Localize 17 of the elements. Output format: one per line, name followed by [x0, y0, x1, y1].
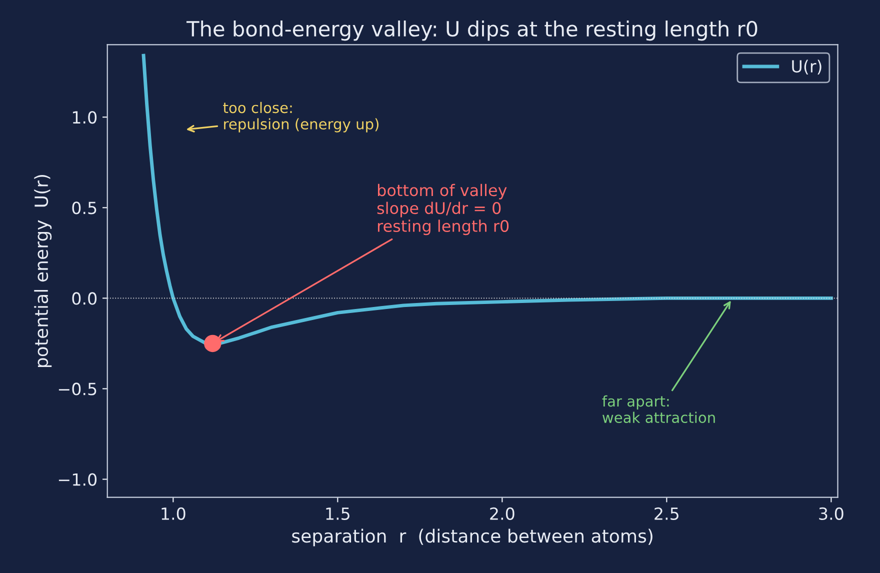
- y-tick-label: 0.5: [72, 202, 96, 214]
- x-tick-label: 2.0: [490, 507, 514, 520]
- y-axis-title: potential energy U(r): [34, 174, 52, 367]
- x-tick-label: 1.5: [326, 508, 350, 520]
- x-tick-label: 3.0: [819, 507, 844, 520]
- legend-label: U(r): [792, 60, 822, 75]
- chart-title: The bond-energy valley: U dips at the resting length r0: [186, 20, 758, 41]
- annotation: too close: repulsion (energy up): [223, 102, 378, 132]
- annotation: far apart: weak attraction: [602, 395, 715, 424]
- x-tick-label: 1.0: [162, 507, 186, 520]
- x-tick-label: 2.5: [654, 507, 678, 520]
- y-tick-label: −1.0: [58, 473, 97, 486]
- x-axis-title: separation r (distance between atoms): [292, 528, 652, 546]
- y-tick-label: 1.0: [72, 111, 97, 124]
- y-tick-label: 0.0: [72, 292, 97, 305]
- annotation: bottom of valley slope dU/dr = 0 resting length r0: [377, 184, 509, 236]
- y-tick-label: −0.5: [58, 382, 96, 396]
